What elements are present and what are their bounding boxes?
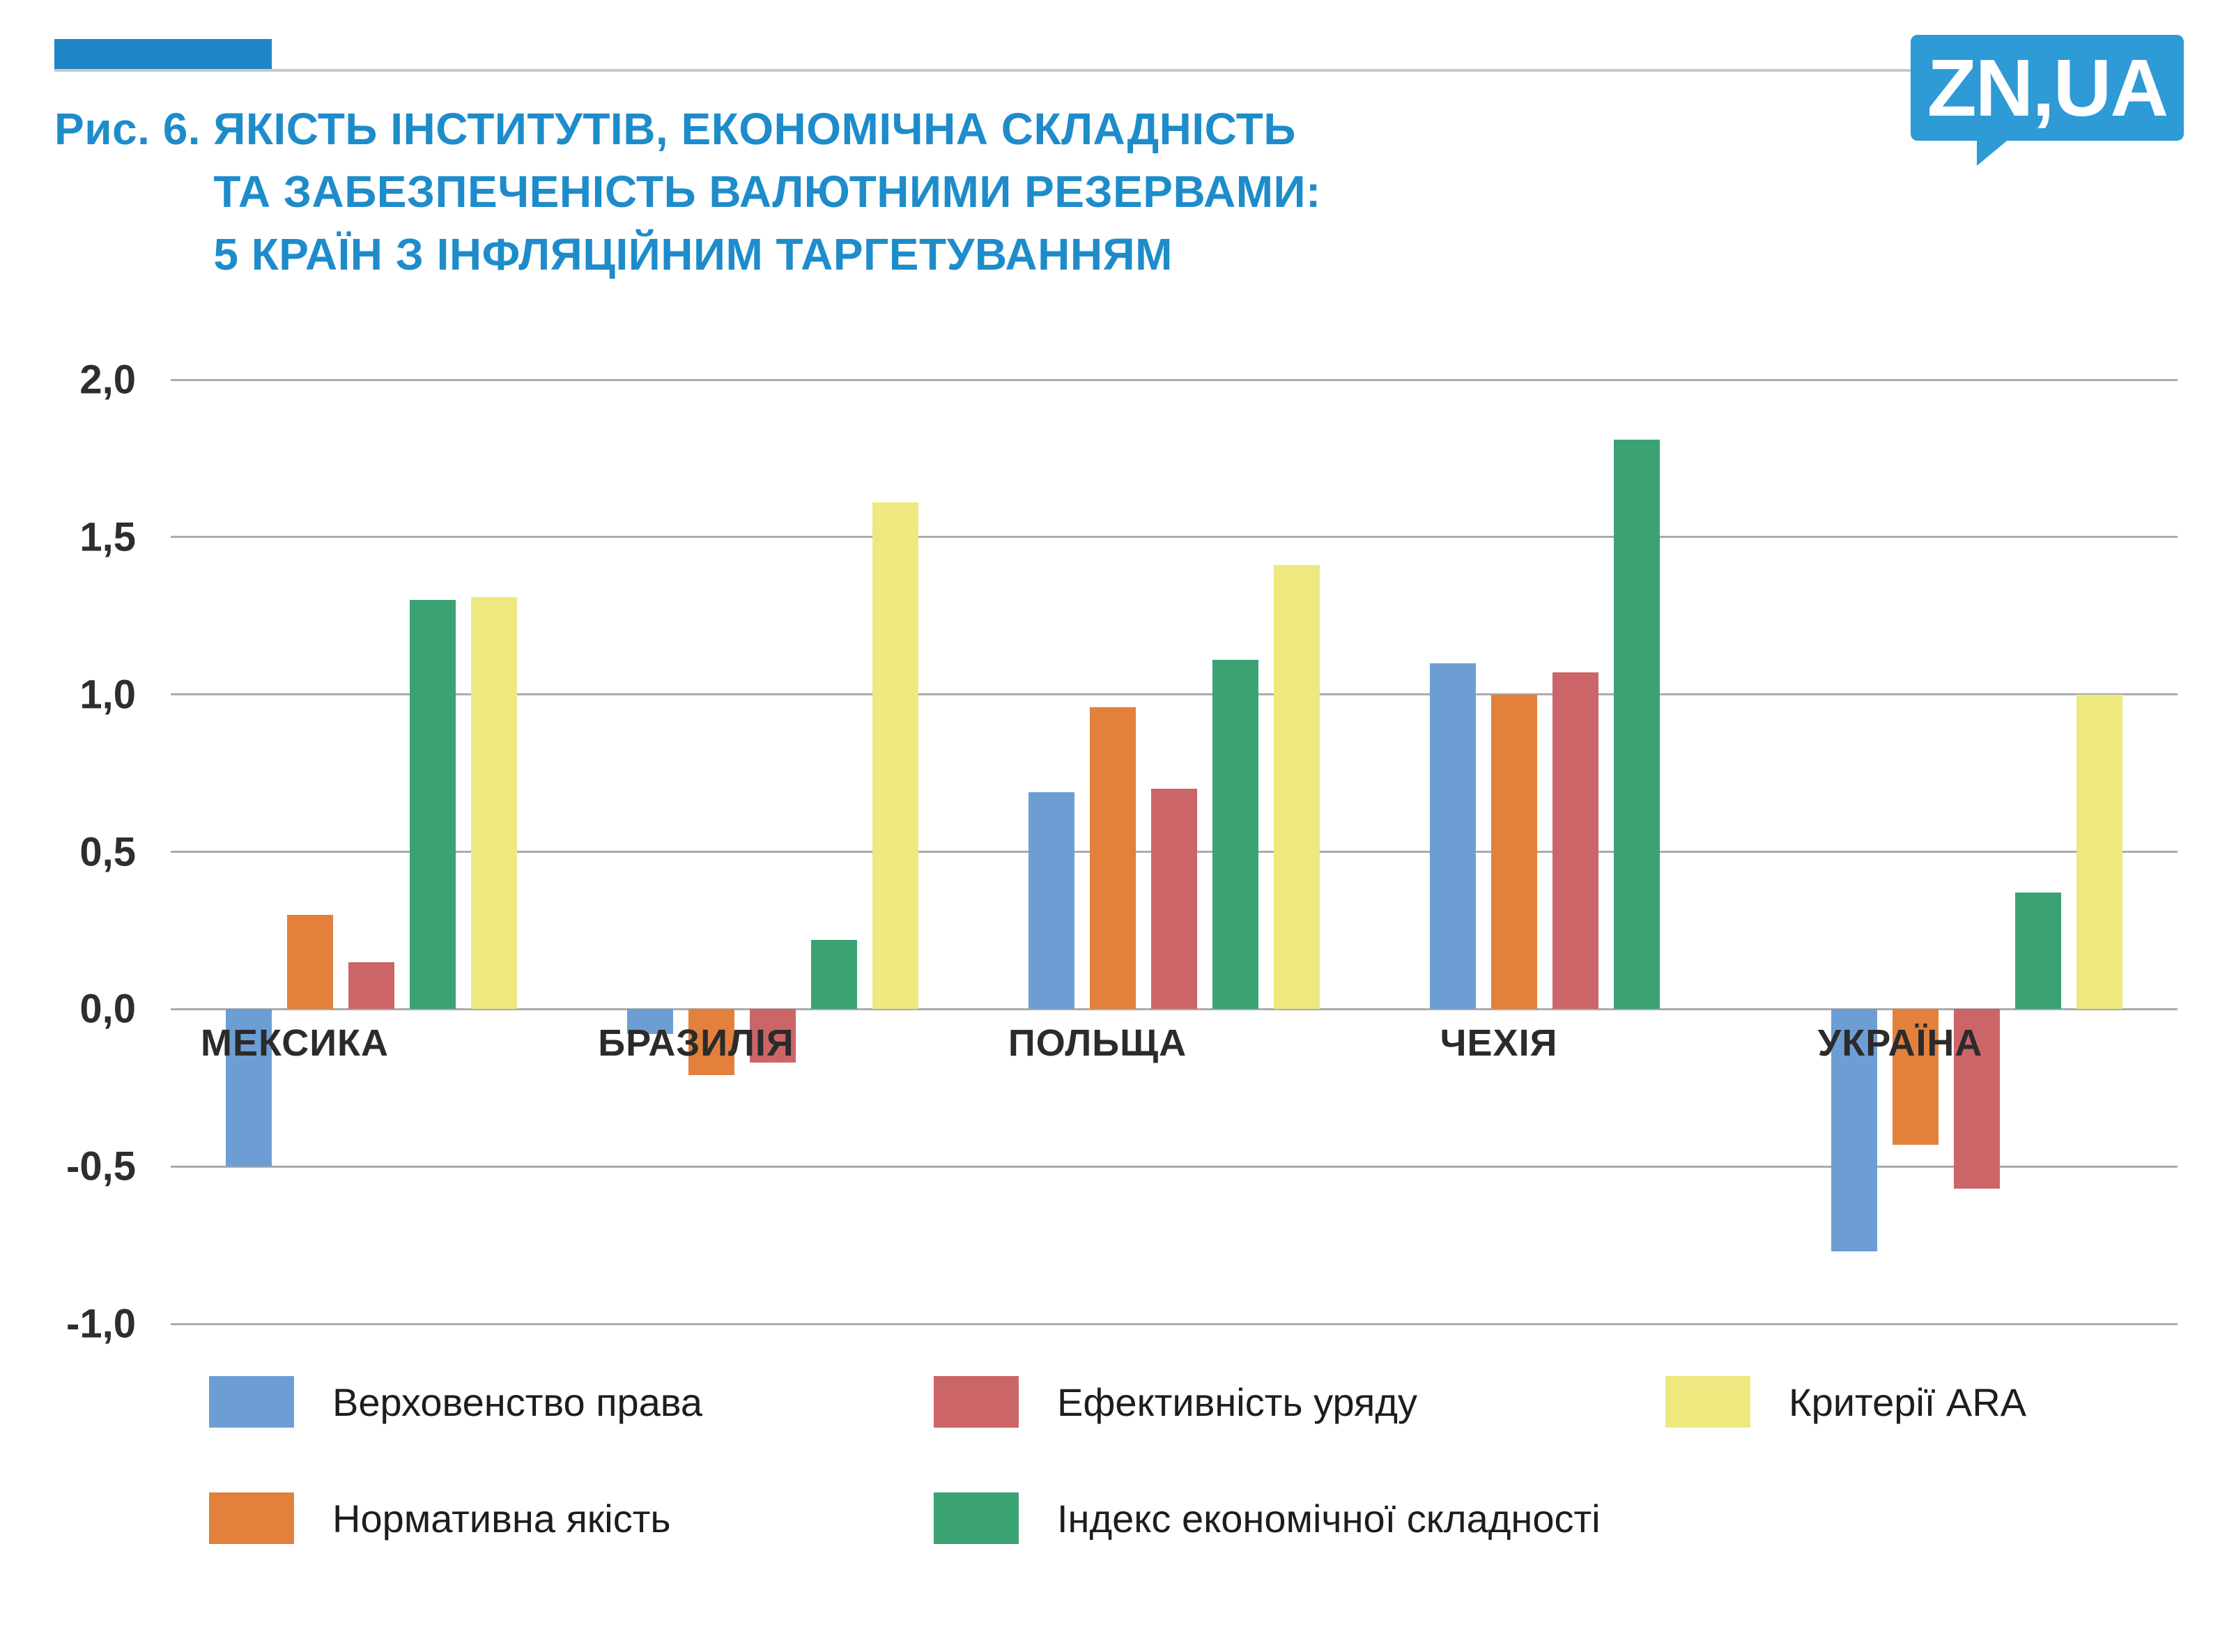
bar	[410, 600, 456, 1010]
category-label: МЕКСИКА	[200, 1022, 389, 1065]
legend-swatch	[934, 1376, 1019, 1428]
znua-logo: ZN,UA	[1911, 35, 2184, 166]
legend-item: Нормативна якість	[209, 1492, 671, 1544]
legend-item: Критерії ARA	[1665, 1376, 2026, 1428]
bar	[1028, 792, 1074, 1010]
title-line: ТА ЗАБЕЗПЕЧЕНІСТЬ ВАЛЮТНИМИ РЕЗЕРВАМИ:	[213, 167, 1321, 217]
bar	[471, 596, 517, 1010]
bar-group: МЕКСИКА	[171, 380, 572, 1324]
title-line: 5 КРАЇН З ІНФЛЯЦІЙНИМ ТАРГЕТУВАННЯМ	[213, 229, 1173, 279]
bar	[688, 1009, 734, 1076]
bar	[2015, 893, 2061, 1010]
bar	[1090, 707, 1136, 1010]
bar	[1831, 1009, 1877, 1252]
legend-label: Верховенство права	[332, 1380, 703, 1424]
bar	[226, 1009, 272, 1167]
legend-item: Ефективність уряду	[934, 1376, 1417, 1428]
divider-line	[54, 69, 2184, 72]
legend-label: Нормативна якість	[332, 1496, 671, 1541]
y-tick-label: 2,0	[79, 357, 136, 403]
gridline	[171, 1165, 2178, 1168]
bar	[348, 962, 394, 1010]
bar	[1430, 663, 1476, 1010]
gridline	[171, 378, 2178, 381]
logo-text: ZN,UA	[1927, 43, 2168, 133]
bar	[2076, 694, 2122, 1010]
legend-label: Критерії ARA	[1789, 1380, 2027, 1424]
bar	[1212, 659, 1258, 1010]
category-label: БРАЗИЛІЯ	[598, 1022, 794, 1065]
bar	[1893, 1009, 1939, 1145]
bar	[1614, 439, 1660, 1010]
bar	[811, 939, 857, 1010]
bar	[287, 914, 333, 1010]
y-tick-label: -0,5	[66, 1143, 136, 1189]
gridline	[171, 536, 2178, 539]
gridline	[171, 693, 2178, 696]
y-tick-label: 0,0	[79, 986, 136, 1032]
bar	[1954, 1009, 2000, 1189]
figure-label: Рис. 6.	[54, 104, 214, 154]
legend-swatch	[209, 1492, 294, 1544]
legend-label: Індекс економічної складності	[1057, 1496, 1601, 1541]
bar	[1151, 789, 1197, 1010]
chart-title: Рис. 6. ЯКІСТЬ ІНСТИТУТІВ, ЕКОНОМІЧНА СК…	[54, 98, 1321, 286]
bar-group: ПОЛЬЩА	[973, 380, 1375, 1324]
gridline	[171, 1008, 2178, 1010]
legend-item: Верховенство права	[209, 1376, 702, 1428]
bar	[1491, 694, 1537, 1010]
y-tick-label: 1,0	[79, 672, 136, 718]
title-line: ЯКІСТЬ ІНСТИТУТІВ, ЕКОНОМІЧНА СКЛАДНІСТЬ	[213, 104, 1296, 154]
logo-tail	[1977, 138, 2010, 166]
category-label: ПОЛЬЩА	[1008, 1022, 1187, 1065]
legend-swatch	[934, 1492, 1019, 1544]
gridline	[171, 1322, 2178, 1325]
bar	[1274, 565, 1320, 1010]
legend-swatch	[209, 1376, 294, 1428]
y-axis: 2,0 1,5 1,0 0,5 0,0 -0,5 -1,0	[0, 357, 136, 1347]
plot-area: МЕКСИКА БРАЗИЛІЯ ПОЛЬЩА ЧЕХІЯ УКРАЇНА	[171, 378, 2178, 1325]
y-tick-label: -1,0	[66, 1301, 136, 1347]
bar	[627, 1009, 673, 1035]
bar-group: БРАЗИЛІЯ	[572, 380, 973, 1324]
accent-bar	[54, 39, 272, 71]
bar	[750, 1009, 796, 1063]
title-lines: ЯКІСТЬ ІНСТИТУТІВ, ЕКОНОМІЧНА СКЛАДНІСТЬ…	[213, 98, 1320, 286]
y-tick-label: 1,5	[79, 514, 136, 560]
legend-item: Індекс економічної складності	[934, 1492, 1601, 1544]
legend-swatch	[1665, 1376, 1750, 1428]
bar	[872, 502, 918, 1010]
category-label: УКРАЇНА	[1817, 1022, 1983, 1065]
bar	[1552, 672, 1598, 1010]
y-tick-label: 0,5	[79, 829, 136, 874]
bar-group: УКРАЇНА	[1776, 380, 2178, 1324]
bar-group: ЧЕХІЯ	[1375, 380, 1776, 1324]
category-label: ЧЕХІЯ	[1440, 1022, 1558, 1065]
legend-label: Ефективність уряду	[1057, 1380, 1418, 1424]
